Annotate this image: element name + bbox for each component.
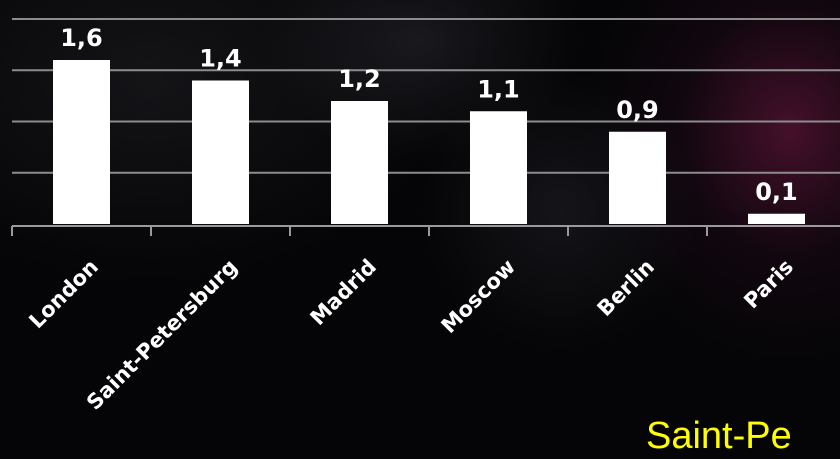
bars <box>53 60 805 224</box>
bar-moscow <box>470 111 527 224</box>
data-label-london: 1,6 <box>60 24 103 52</box>
data-labels: 1,6 1,4 1,2 1,1 0,9 0,1 <box>60 24 798 206</box>
x-axis <box>11 225 840 236</box>
tick-label-london: London <box>24 255 103 334</box>
gridlines <box>12 18 840 174</box>
tick-label-paris: Paris <box>739 255 798 314</box>
bar-berlin <box>609 131 666 224</box>
bar-madrid <box>331 101 388 224</box>
data-label-paris: 0,1 <box>755 178 798 206</box>
tick-label-berlin: Berlin <box>593 255 659 321</box>
tick-label-moscow: Moscow <box>437 255 521 339</box>
slide-caption: Saint-Pe <box>646 415 792 457</box>
bar-paris <box>748 213 805 224</box>
bar-saint-petersburg <box>192 80 249 224</box>
tick-label-saint-petersburg: Saint-Petersburg <box>82 255 242 415</box>
data-label-moscow: 1,1 <box>477 75 520 103</box>
data-label-madrid: 1,2 <box>338 65 381 93</box>
tick-label-madrid: Madrid <box>306 255 381 330</box>
bar-london <box>53 60 110 224</box>
data-label-berlin: 0,9 <box>616 96 659 124</box>
data-label-saint-petersburg: 1,4 <box>199 45 242 73</box>
